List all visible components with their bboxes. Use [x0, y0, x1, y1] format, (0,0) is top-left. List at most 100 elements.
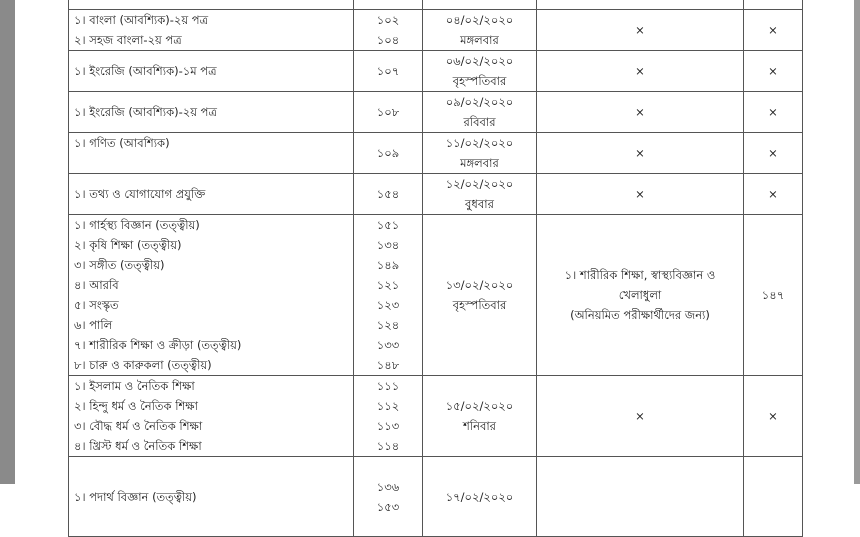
subject-cell: ১। ইংরেজি (আবশ্যিক)-২য় পত্র — [68, 91, 354, 133]
practical-code-cell: × — [743, 132, 803, 174]
cell-line: ১। গার্হস্থ্য বিজ্ঞান (তত্ত্বীয়) — [74, 218, 200, 232]
practical-code-cell: × — [743, 173, 803, 215]
cell-line: ১৪৯ — [376, 258, 400, 272]
table-row: ১। ইংরেজি (আবশ্যিক)-২য় পত্র ১০৮ ০৯/০২/২০২… — [68, 91, 803, 133]
cell-line: ২। সহজ বাংলা-২য় পত্র — [74, 33, 182, 47]
subject-cell: ১। ইংরেজি (আবশ্যিক)-১ম পত্র — [68, 50, 354, 92]
exam-date: ১৭/০২/২০২০ — [445, 489, 514, 504]
cell-line: ১০৪ — [376, 33, 400, 47]
code-cell: ১৫৪ — [353, 173, 423, 215]
cell-line: খেলাধুলা — [618, 288, 662, 302]
scan-edge-left — [0, 0, 15, 484]
table-row: ১। পদার্থ বিজ্ঞান (তত্ত্বীয়) ১৩৬ ১৫৩ ১৭/০২… — [68, 456, 803, 537]
practical-code-cell — [743, 456, 803, 537]
date-cell: ১২/০২/২০২০ বুধবার — [422, 173, 537, 215]
code-cell: ১৩৬ ১৫৩ — [353, 456, 423, 537]
cell-line: ১১২ — [376, 399, 400, 413]
cell-line: ৩। বৌদ্ধ ধর্ম ও নৈতিক শিক্ষা — [74, 419, 203, 433]
exam-date: ১২/০২/২০২০ — [445, 177, 514, 191]
subject-cell: ১। বাংলা (আবশ্যিক)-২য় পত্র ২। সহজ বাংলা-… — [68, 9, 354, 51]
exam-day: বৃহস্পতিবার — [452, 298, 507, 312]
cell-line: ১। ইসলাম ও নৈতিক শিক্ষা — [74, 379, 195, 393]
cell-line: ১। গণিত (আবশ্যিক) — [74, 136, 170, 150]
cell-line: ১৩৬ — [376, 479, 400, 494]
cell-line: ৫। সংস্কৃত — [74, 298, 119, 312]
date-cell: ১৩/০২/২০২০ বৃহস্পতিবার — [422, 214, 537, 376]
practical-cell: × — [536, 91, 744, 133]
cell-line: ১০৯ — [376, 146, 400, 160]
cell-line: ১০৭ — [376, 64, 400, 78]
exam-date: ১৩/০২/২০২০ — [445, 278, 514, 292]
cell-line: ২। কৃষি শিক্ষা (তত্ত্বীয়) — [74, 238, 182, 252]
cell-line: ১। ইংরেজি (আবশ্যিক)-২য় পত্র — [74, 105, 217, 119]
code-cell: ১১১ ১১২ ১১৩ ১১৪ — [353, 375, 423, 457]
date-cell: ০৬/০২/২০২০ বৃহস্পতিবার — [422, 50, 537, 92]
cell-line: ১৫১ — [376, 218, 400, 232]
cell-line: ১২৪ — [376, 318, 400, 332]
table-row: ১। গণিত (আবশ্যিক) ১০৯ ১১/০২/২০২০ মঙ্গলবার × × — [68, 132, 803, 174]
cell-line: ১৪৮ — [376, 358, 400, 372]
table-row: ১। বাংলা (আবশ্যিক)-২য় পত্র ২। সহজ বাংলা-… — [68, 9, 803, 51]
cell-line: ৪। আরবি — [74, 278, 119, 292]
cell-line: ১১৪ — [376, 439, 400, 453]
cell-line: ১। শারীরিক শিক্ষা, স্বাস্থ্যবিজ্ঞান ও — [564, 268, 716, 282]
cell-line: ৬। পালি — [74, 318, 113, 332]
practical-code-cell: ১৪৭ — [743, 214, 803, 376]
subject-cell: ১। ইসলাম ও নৈতিক শিক্ষা ২। হিন্দু ধর্ম ও … — [68, 375, 354, 457]
practical-code-cell: × — [743, 9, 803, 51]
cell-line: ১০৮ — [376, 105, 400, 119]
exam-date: ১৫/০২/২০২০ — [445, 399, 514, 413]
cell-line: ১৫৩ — [376, 499, 400, 514]
table-row: ১। তথ্য ও যোগাযোগ প্রযুক্তি ১৫৪ ১২/০২/২০২০… — [68, 173, 803, 215]
cell-line: ৪। খ্রিস্ট ধর্ম ও নৈতিক শিক্ষা — [74, 439, 202, 453]
exam-date: ০৪/০২/২০২০ — [445, 13, 514, 27]
practical-cell — [536, 0, 744, 10]
cell-line: ১২১ — [376, 278, 400, 292]
exam-day: মঙ্গলবার — [460, 156, 499, 170]
date-cell: ১৫/০২/২০২০ শনিবার — [422, 375, 537, 457]
table-row: ১। ইসলাম ও নৈতিক শিক্ষা ২। হিন্দু ধর্ম ও … — [68, 375, 803, 457]
practical-code-cell: × — [743, 50, 803, 92]
subject-cell: ১। পদার্থ বিজ্ঞান (তত্ত্বীয়) — [68, 456, 354, 537]
exam-day: বৃহস্পতিবার — [452, 74, 507, 88]
cell-line: ১১১ — [376, 379, 400, 393]
subject-cell: ১। তথ্য ও যোগাযোগ প্রযুক্তি — [68, 173, 354, 215]
cell-line: ২। হিন্দু ধর্ম ও নৈতিক শিক্ষা — [74, 399, 198, 413]
subject-cell: ১। গার্হস্থ্য বিজ্ঞান (তত্ত্বীয়) ২। কৃষি… — [68, 214, 354, 376]
cell-line: ১০২ — [376, 13, 400, 27]
table-row: ২। সহজ বাংলা-১ম পত্র১০৩সোমবার — [68, 0, 803, 10]
practical-cell: × — [536, 50, 744, 92]
cell-line: (অনিয়মিত পরীক্ষার্থীদের জন্য) — [570, 308, 710, 322]
table-row: ১। গার্হস্থ্য বিজ্ঞান (তত্ত্বীয়) ২। কৃষি… — [68, 214, 803, 376]
cell-line: ১৫৪ — [376, 187, 400, 201]
cell-line: ১। ইংরেজি (আবশ্যিক)-১ম পত্র — [74, 64, 217, 78]
cell-line: ৭। শারীরিক শিক্ষা ও ক্রীড়া (তত্ত্বীয়) — [74, 338, 242, 352]
exam-day: মঙ্গলবার — [460, 33, 499, 47]
cell-line: ১১৩ — [376, 419, 400, 433]
cell-line: ৮। চারু ও কারুকলা (তত্ত্বীয়) — [74, 358, 212, 372]
practical-cell — [536, 456, 744, 537]
cell-line: ১২৩ — [376, 298, 400, 312]
cell-line: ১৩৪ — [376, 238, 400, 252]
date-cell: ১৭/০২/২০২০ — [422, 456, 537, 537]
exam-day: রবিবার — [463, 115, 496, 129]
date-cell: সোমবার — [422, 0, 537, 10]
date-cell: ০৯/০২/২০২০ রবিবার — [422, 91, 537, 133]
cell-line: ৩। সঙ্গীত (তত্ত্বীয়) — [74, 258, 165, 272]
subject-cell: ১। গণিত (আবশ্যিক) — [68, 132, 354, 174]
exam-day: বুধবার — [465, 197, 494, 211]
date-cell: ১১/০২/২০২০ মঙ্গলবার — [422, 132, 537, 174]
practical-code-cell: × — [743, 91, 803, 133]
practical-cell: ১। শারীরিক শিক্ষা, স্বাস্থ্যবিজ্ঞান ও খেল… — [536, 214, 744, 376]
table-row: ১। ইংরেজি (আবশ্যিক)-১ম পত্র ১০৭ ০৬/০২/২০২০… — [68, 50, 803, 92]
practical-code-cell — [743, 0, 803, 10]
practical-code-cell: × — [743, 375, 803, 457]
code-cell: ১০৩ — [353, 0, 423, 10]
cell-line: ১। তথ্য ও যোগাযোগ প্রযুক্তি — [74, 187, 206, 201]
code-cell: ১০৭ — [353, 50, 423, 92]
practical-cell: × — [536, 173, 744, 215]
cell-line: ১। পদার্থ বিজ্ঞান (তত্ত্বীয়) — [74, 489, 197, 504]
exam-date: ০৯/০২/২০২০ — [445, 95, 514, 109]
code-cell: ১০৮ — [353, 91, 423, 133]
practical-cell: × — [536, 9, 744, 51]
